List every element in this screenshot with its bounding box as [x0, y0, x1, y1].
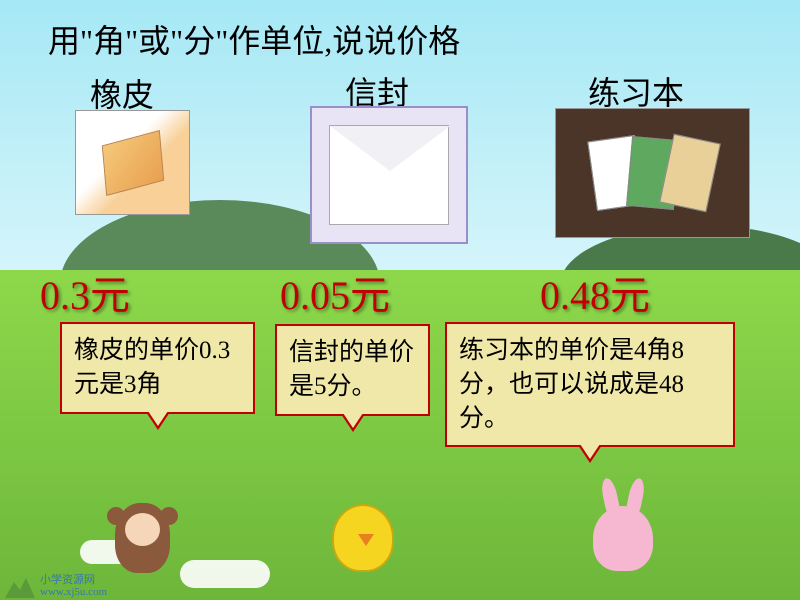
image-envelope — [310, 106, 468, 244]
character-monkey — [100, 488, 185, 588]
page-title: 用"角"或"分"作单位,说说价格 — [48, 16, 460, 62]
price-eraser: 0.3元 — [40, 263, 130, 321]
speech-eraser: 橡皮的单价0.3元是3角 — [60, 322, 255, 414]
envelope-icon — [329, 125, 449, 225]
price-envelope: 0.05元 — [280, 263, 390, 321]
character-rabbit — [580, 488, 665, 588]
image-notebook — [555, 108, 750, 238]
cloud-decoration — [180, 560, 270, 588]
footer-label: 小学资源网 — [40, 574, 107, 586]
speech-notebook: 练习本的单价是4角8分，也可以说成是48分。 — [445, 322, 735, 447]
image-eraser — [75, 110, 190, 215]
character-chick — [320, 488, 405, 588]
price-notebook: 0.48元 — [540, 263, 650, 321]
footer: 小学资源网 www.xj5u.com — [5, 574, 107, 598]
eraser-icon — [101, 129, 163, 195]
speech-envelope: 信封的单价是5分。 — [275, 324, 430, 416]
footer-logo-icon — [5, 578, 35, 598]
footer-url: www.xj5u.com — [40, 586, 107, 598]
